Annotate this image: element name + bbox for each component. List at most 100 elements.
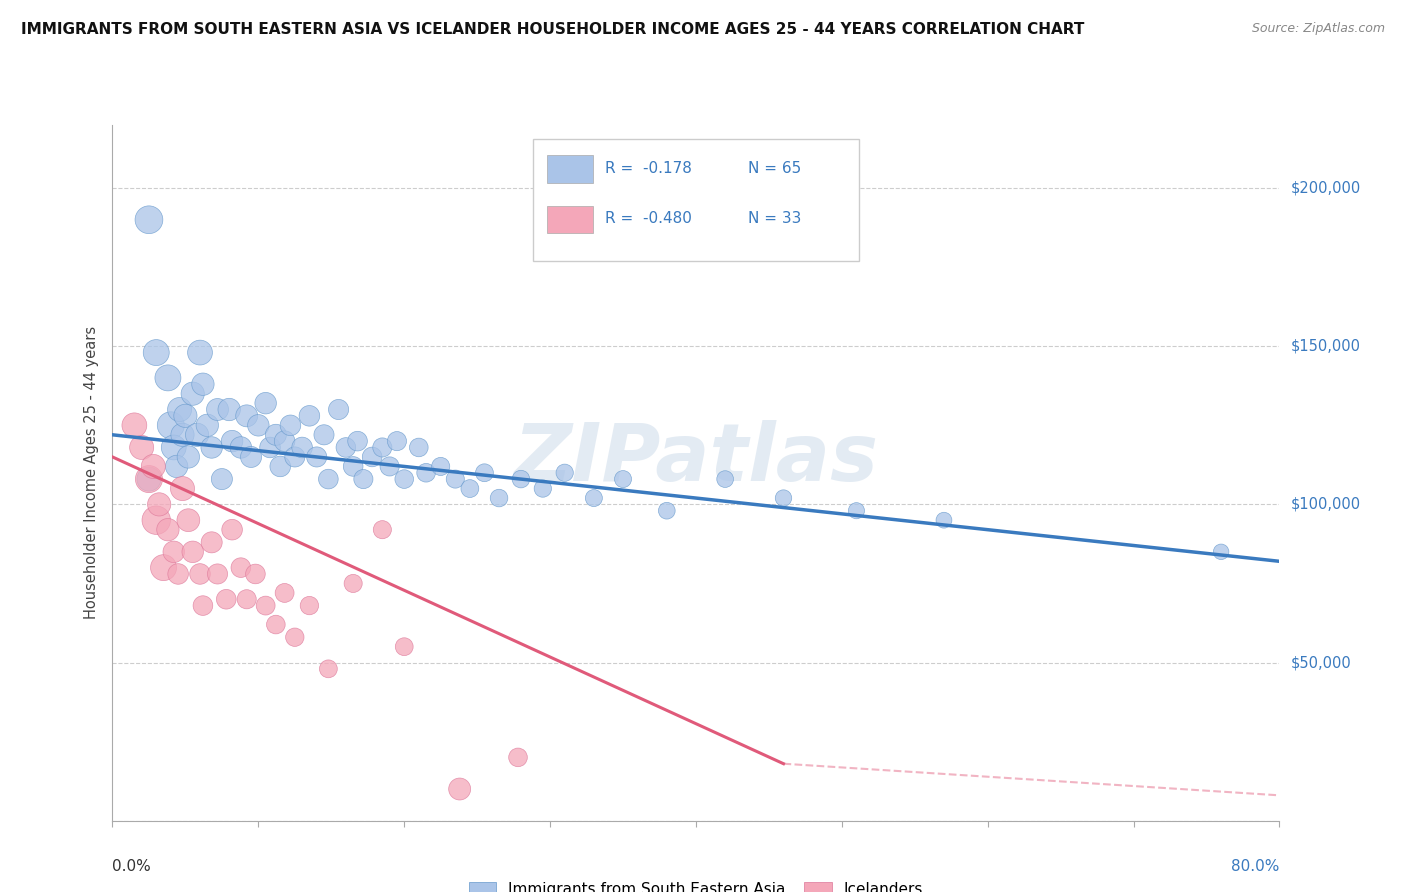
Point [188,566,211,581]
Point [221,434,243,449]
Point [429,459,451,474]
Point [1209,545,1232,559]
Point [264,427,287,442]
Point [772,491,794,505]
Point [845,504,868,518]
Point [254,599,277,613]
Point [342,459,364,474]
Point [247,418,270,433]
Point [191,599,214,613]
Point [298,599,321,613]
Point [145,345,167,359]
Point [444,472,467,486]
Point [273,586,295,600]
Point [235,592,257,607]
Point [163,441,186,455]
Y-axis label: Householder Income Ages 25 - 44 years: Householder Income Ages 25 - 44 years [84,326,100,619]
Point [181,545,204,559]
Point [229,560,252,574]
Point [291,441,314,455]
Point [138,212,160,227]
FancyBboxPatch shape [547,205,593,234]
Point [458,482,481,496]
Text: $200,000: $200,000 [1291,181,1361,195]
Point [582,491,605,505]
Point [201,441,224,455]
Point [318,662,340,676]
Point [138,472,160,486]
Point [124,418,146,433]
Point [474,466,496,480]
Point [714,472,737,486]
Point [218,402,240,417]
Text: 80.0%: 80.0% [1232,859,1279,874]
Point [191,377,214,392]
Point [142,459,165,474]
Point [273,434,295,449]
Point [169,402,191,417]
Point [531,482,554,496]
Point [254,396,277,410]
Point [342,576,364,591]
Legend: Immigrants from South Eastern Asia, Icelanders: Immigrants from South Eastern Asia, Icel… [463,876,929,892]
Point [148,497,170,511]
Point [328,402,350,417]
Point [284,630,307,644]
Point [156,523,179,537]
Point [312,427,335,442]
Text: R =  -0.178: R = -0.178 [605,161,692,176]
Point [186,427,208,442]
Text: N = 33: N = 33 [748,211,801,226]
Point [612,472,634,486]
Point [145,513,167,527]
Point [280,418,302,433]
Point [318,472,340,486]
Point [172,482,194,496]
Point [371,441,394,455]
Point [352,472,374,486]
Point [240,450,263,464]
Point [554,466,576,480]
Point [195,418,218,433]
Point [229,441,252,455]
Point [259,441,281,455]
Point [215,592,238,607]
Point [392,640,416,654]
Point [207,402,229,417]
Point [346,434,368,449]
Point [371,523,394,537]
Point [177,450,200,464]
Point [172,427,194,442]
Point [932,513,955,527]
FancyBboxPatch shape [547,155,593,184]
Point [166,459,188,474]
Text: $150,000: $150,000 [1291,339,1361,354]
Point [177,513,200,527]
Point [335,441,357,455]
Text: N = 65: N = 65 [748,161,801,176]
Point [415,466,437,480]
Point [221,523,243,537]
Point [174,409,197,423]
Text: IMMIGRANTS FROM SOUTH EASTERN ASIA VS ICELANDER HOUSEHOLDER INCOME AGES 25 - 44 : IMMIGRANTS FROM SOUTH EASTERN ASIA VS IC… [21,22,1084,37]
Point [152,560,174,574]
Point [245,566,267,581]
Point [385,434,408,449]
Point [488,491,510,505]
Point [284,450,307,464]
Point [163,545,186,559]
Point [211,472,233,486]
Text: Source: ZipAtlas.com: Source: ZipAtlas.com [1251,22,1385,36]
Point [156,371,179,385]
FancyBboxPatch shape [533,139,859,260]
Text: R =  -0.480: R = -0.480 [605,211,692,226]
Point [509,472,531,486]
Point [188,345,211,359]
Point [201,535,224,549]
Text: 0.0%: 0.0% [112,859,152,874]
Point [264,617,287,632]
Point [378,459,401,474]
Point [167,566,190,581]
Point [207,566,229,581]
Point [392,472,416,486]
